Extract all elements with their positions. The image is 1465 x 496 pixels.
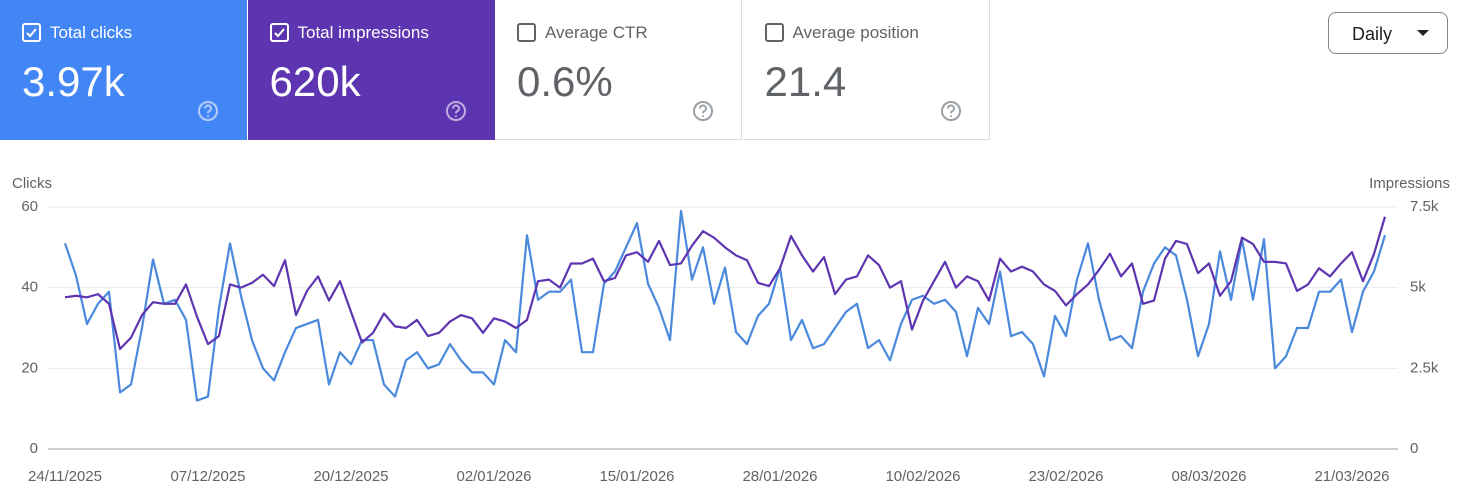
series-line — [63, 209, 1387, 402]
metric-card[interactable]: Total impressions 620k — [247, 0, 495, 140]
y2-tick-label: 7.5k — [1410, 198, 1439, 215]
x-tick-label: 10/02/2026 — [885, 468, 960, 485]
metric-card[interactable]: Average CTR 0.6% — [495, 0, 742, 140]
y-tick-label: 0 — [30, 440, 38, 457]
checkbox[interactable] — [764, 23, 785, 43]
x-tick-label: 20/12/2025 — [313, 468, 388, 485]
metric-value: 3.97k — [22, 58, 125, 105]
x-tick-label: 23/02/2026 — [1028, 468, 1103, 485]
metric-label: Total clicks — [50, 23, 133, 42]
metric-value: 0.6% — [517, 58, 613, 105]
x-tick-label: 28/01/2026 — [742, 468, 817, 485]
y-tick-label: 20 — [21, 359, 38, 376]
y2-tick-label: 0 — [1410, 440, 1418, 457]
help-icon[interactable] — [940, 100, 962, 122]
y-axis-label: Clicks — [12, 175, 52, 192]
period-dropdown[interactable]: Daily — [1328, 12, 1448, 54]
x-tick-label: 02/01/2026 — [456, 468, 531, 485]
dropdown-arrow — [1417, 30, 1429, 36]
y-tick-label: 60 — [21, 198, 38, 215]
x-tick-label: 07/12/2025 — [170, 468, 245, 485]
metric-card[interactable]: Total clicks 3.97k — [0, 0, 247, 140]
help-icon[interactable] — [692, 100, 714, 122]
x-tick-label: 24/11/2025 — [28, 468, 102, 485]
chart: Clicks Impressions 0 20 40 60 0 2.5k 5k 7.5k 24/11… — [12, 175, 1450, 485]
y2-tick-label: 2.5k — [1410, 359, 1439, 376]
x-tick-label: 08/03/2026 — [1171, 468, 1246, 485]
checkbox[interactable] — [269, 23, 290, 43]
help-icon[interactable] — [445, 100, 467, 122]
x-tick-label: 21/03/2026 — [1314, 468, 1389, 485]
series-line — [64, 216, 1387, 351]
dropdown-label: Daily — [1352, 24, 1393, 44]
checkbox[interactable] — [22, 23, 42, 43]
help-icon[interactable] — [197, 100, 219, 122]
y2-tick-label: 5k — [1410, 279, 1426, 296]
metric-label: Total impressions — [297, 23, 429, 42]
x-tick-label: 15/01/2026 — [599, 468, 674, 485]
metric-value: 21.4 — [764, 58, 847, 105]
metric-label: Average CTR — [545, 23, 648, 42]
y2-axis-label: Impressions — [1369, 175, 1450, 192]
metric-value: 620k — [269, 58, 361, 105]
y-tick-label: 40 — [21, 279, 38, 296]
checkbox[interactable] — [517, 23, 537, 43]
metric-label: Average position — [792, 23, 919, 42]
metric-card[interactable]: Average position 21.4 — [742, 0, 990, 140]
